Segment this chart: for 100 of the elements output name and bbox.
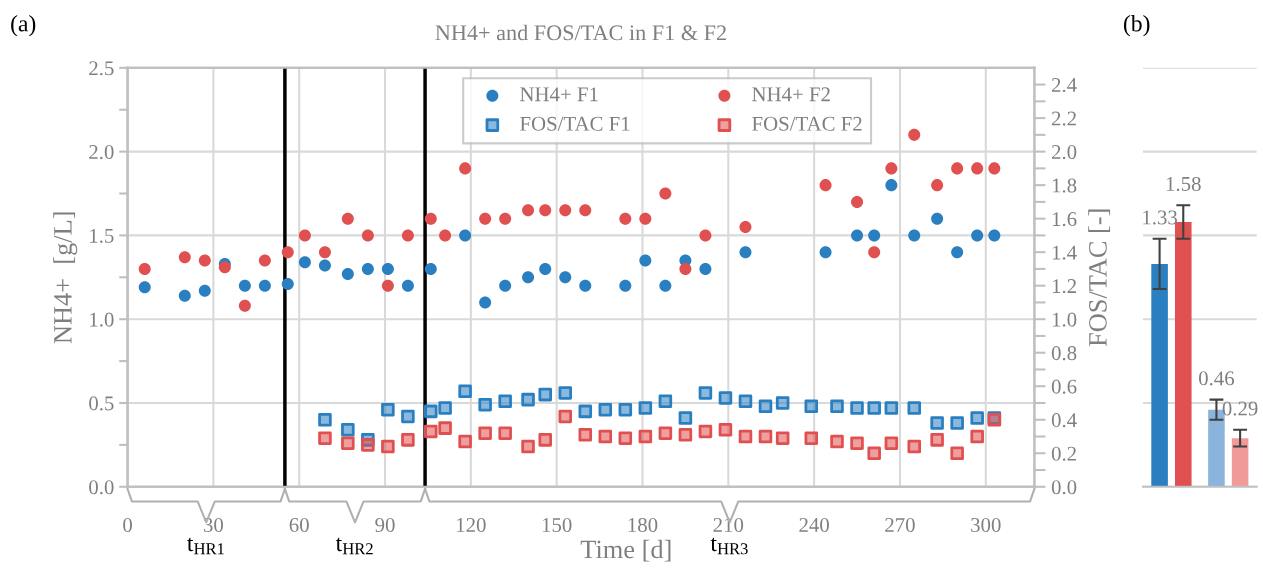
y-axis-title: NH4+ [g/L] [53,212,78,344]
point [951,162,964,175]
y2-tick-label: 2.4 [1051,78,1077,93]
point [198,284,211,297]
x-tick-label: 300 [971,517,1001,532]
point [970,411,984,425]
point [238,299,251,312]
point [458,434,472,449]
point [907,439,922,454]
point [499,212,512,225]
point [718,391,733,405]
point [850,436,864,450]
point [738,429,753,444]
point [819,246,832,259]
point [341,436,355,450]
point [758,429,773,444]
point [970,429,984,444]
chart-title: NH4+ and FOS/TAC in F1 & F2 [435,24,726,41]
point [281,246,294,259]
point [438,421,452,435]
point [138,281,151,294]
point [738,394,753,409]
point [830,434,844,449]
point [459,229,472,242]
point [538,387,552,402]
point [775,431,790,445]
point [318,259,331,272]
x-tick-label: 210 [713,517,744,532]
point [907,401,922,415]
point [424,262,437,275]
point [930,416,944,430]
point [988,229,1001,242]
point [361,438,375,452]
point [298,229,311,242]
point [988,162,1001,175]
point [424,424,438,439]
point [539,204,552,217]
point [659,187,672,200]
point [851,195,864,208]
point [558,409,573,424]
legend-label: NH4+ F2 [752,87,830,102]
point [478,426,492,440]
point [775,396,790,410]
y2-tick-label: 2.2 [1051,111,1076,126]
data-label: 1.58 [1166,176,1201,192]
point [804,399,819,414]
point [971,229,984,242]
point [867,446,881,461]
y2-tick-label: 0.0 [1051,480,1077,495]
point [401,229,414,242]
point [658,394,673,409]
point [639,212,652,225]
point [238,279,251,292]
legend-label: FOS/TAC F2 [752,116,862,131]
y2-tick-label: 1.2 [1052,279,1076,294]
point [659,279,672,292]
data-label: 0.46 [1198,371,1235,386]
point [479,212,492,225]
point [318,246,331,259]
point [618,402,633,417]
x-tick-label: 270 [885,517,915,532]
x-tick-label: 0 [123,517,132,532]
text: t$_{HR3}$ [710,537,748,555]
point [678,428,693,442]
y-tick-label: 1.0 [90,312,114,327]
point [424,404,438,419]
point [498,394,512,409]
data-label: 1.33 [1143,210,1178,225]
x-tick-label: 60 [289,517,309,532]
point [867,401,881,415]
x-tick-label: 150 [542,517,572,532]
point [619,279,632,292]
point [498,426,512,440]
point [619,212,632,225]
point [341,423,355,437]
legend-label: FOS/TAC F1 [520,116,630,131]
point [618,431,633,445]
point [739,221,752,234]
point [381,279,394,292]
point [559,204,572,217]
y2-tick-label: 0.2 [1051,446,1076,461]
point [318,431,332,445]
y2-tick-label: 2.0 [1051,144,1077,160]
point [908,229,921,242]
y2-tick-label: 0.6 [1051,379,1077,394]
point [885,179,898,192]
y2-tick-label: 1.0 [1052,312,1077,327]
y-tick-label: 0.0 [89,480,114,495]
point [558,386,573,400]
y2-tick-label: 0.8 [1051,346,1077,361]
point [361,262,374,275]
point [521,392,535,407]
point [678,411,693,425]
y2-tick-label: 1.8 [1052,178,1077,193]
point [439,229,452,242]
point [931,179,944,192]
point [539,262,552,275]
point [638,401,653,415]
text: (a) [11,14,36,37]
point [639,254,652,267]
